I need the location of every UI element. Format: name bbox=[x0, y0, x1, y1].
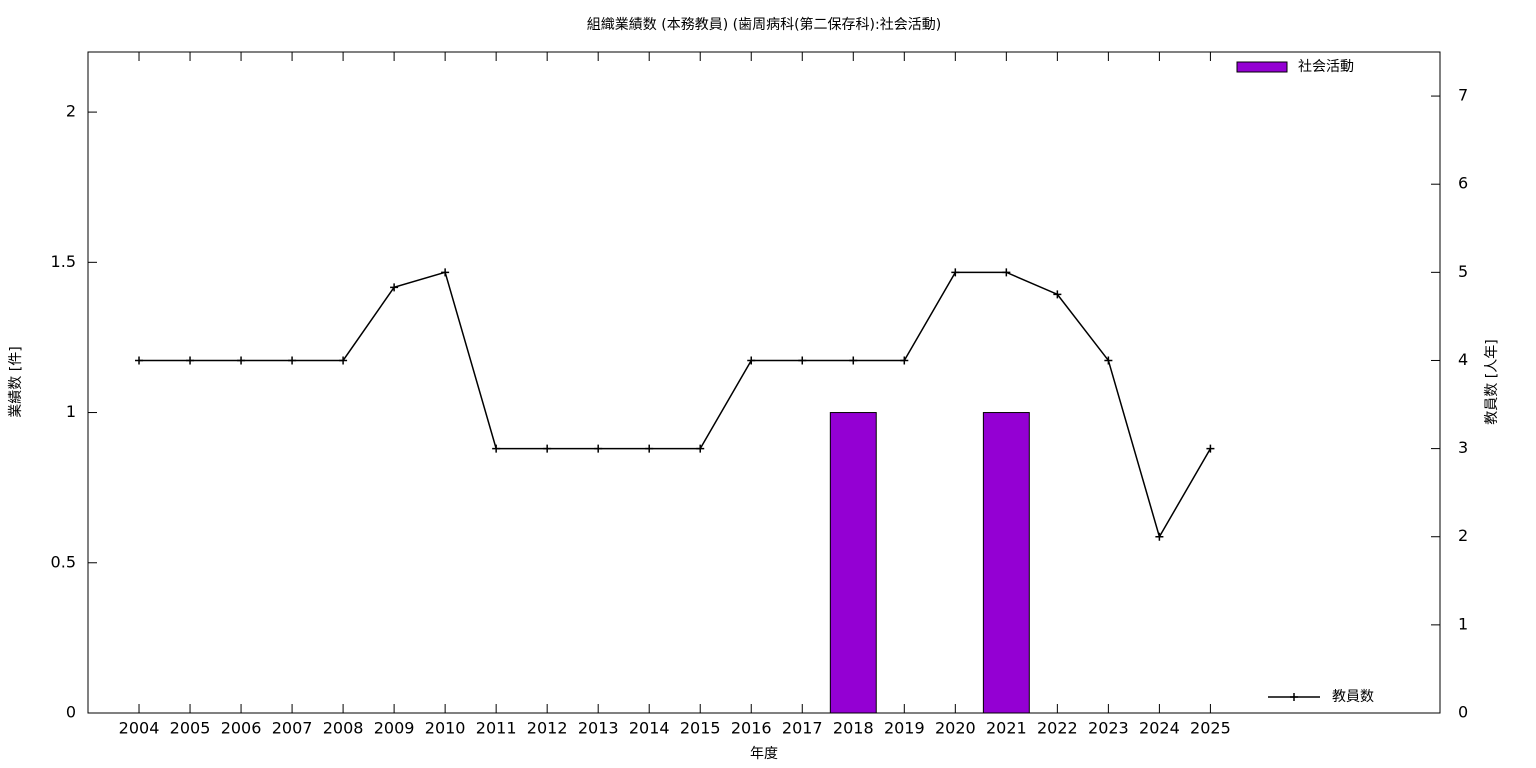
point bbox=[1155, 532, 1164, 541]
y2-tick-label: 6 bbox=[1458, 174, 1468, 193]
point bbox=[798, 356, 807, 365]
x-tick-label: 2005 bbox=[170, 719, 211, 738]
y-axis-label: 業績数 [件] bbox=[8, 346, 24, 417]
x-tick-label: 2019 bbox=[884, 719, 925, 738]
point bbox=[492, 444, 501, 453]
x-tick-label: 2016 bbox=[731, 719, 772, 738]
x-tick-label: 2006 bbox=[221, 719, 262, 738]
y2-tick-label: 2 bbox=[1458, 526, 1468, 545]
bar bbox=[982, 412, 1030, 714]
point bbox=[645, 444, 654, 453]
plot-frame bbox=[87, 51, 1441, 714]
point bbox=[1206, 444, 1215, 453]
y-tick-label: 1.5 bbox=[51, 252, 76, 271]
x-tick-label: 2011 bbox=[476, 719, 517, 738]
point bbox=[747, 356, 756, 365]
x-tick-label: 2022 bbox=[1037, 719, 1078, 738]
y-tick-label: 1 bbox=[66, 402, 76, 421]
y2-tick-label: 5 bbox=[1458, 262, 1468, 281]
x-tick-label: 2008 bbox=[323, 719, 364, 738]
point bbox=[849, 356, 858, 365]
x-tick-label: 2014 bbox=[629, 719, 670, 738]
y2-tick-label: 3 bbox=[1458, 438, 1468, 457]
point bbox=[900, 356, 909, 365]
point bbox=[288, 356, 297, 365]
point bbox=[339, 356, 348, 365]
x-tick-label: 2020 bbox=[935, 719, 976, 738]
x-tick-label: 2017 bbox=[782, 719, 823, 738]
point bbox=[237, 356, 246, 365]
x-tick-label: 2004 bbox=[119, 719, 160, 738]
x-tick-label: 2024 bbox=[1139, 719, 1180, 738]
chart-title: 組織業績数 (本務教員) (歯周病科(第二保存科):社会活動) bbox=[587, 16, 941, 33]
bar bbox=[829, 412, 877, 714]
line bbox=[139, 271, 1212, 539]
point bbox=[441, 268, 450, 277]
x-tick-label: 2010 bbox=[425, 719, 466, 738]
point bbox=[543, 444, 552, 453]
legend-swatch bbox=[1290, 693, 1298, 701]
point bbox=[1053, 290, 1062, 299]
point bbox=[1002, 268, 1011, 277]
point bbox=[186, 356, 195, 365]
point bbox=[594, 444, 603, 453]
y2-axis-label: 教員数 [人年] bbox=[1484, 339, 1500, 424]
point bbox=[390, 283, 399, 292]
y-tick-label: 2 bbox=[66, 102, 76, 121]
x-tick-label: 2018 bbox=[833, 719, 874, 738]
y2-tick-label: 7 bbox=[1458, 86, 1468, 105]
x-tick-label: 2023 bbox=[1088, 719, 1129, 738]
y2-tick-label: 1 bbox=[1458, 614, 1468, 633]
point bbox=[951, 268, 960, 277]
y-tick-label: 0.5 bbox=[51, 552, 76, 571]
y2-tick-label: 0 bbox=[1458, 703, 1468, 722]
x-tick-label: 2013 bbox=[578, 719, 619, 738]
x-tick-label: 2025 bbox=[1190, 719, 1231, 738]
x-tick-label: 2021 bbox=[986, 719, 1027, 738]
point bbox=[135, 356, 144, 365]
x-tick-label: 2007 bbox=[272, 719, 313, 738]
y-tick-label: 0 bbox=[66, 703, 76, 722]
x-tick-label: 2015 bbox=[680, 719, 721, 738]
x-tick-label: 2009 bbox=[374, 719, 415, 738]
legend-swatch bbox=[1236, 61, 1288, 73]
legend-label: 社会活動 bbox=[1298, 59, 1354, 75]
x-tick-label: 2012 bbox=[527, 719, 568, 738]
point bbox=[696, 444, 705, 453]
x-axis-label: 年度 bbox=[750, 746, 778, 762]
legend-label: 教員数 bbox=[1332, 689, 1374, 705]
point bbox=[1104, 356, 1113, 365]
y2-tick-label: 4 bbox=[1458, 350, 1468, 369]
